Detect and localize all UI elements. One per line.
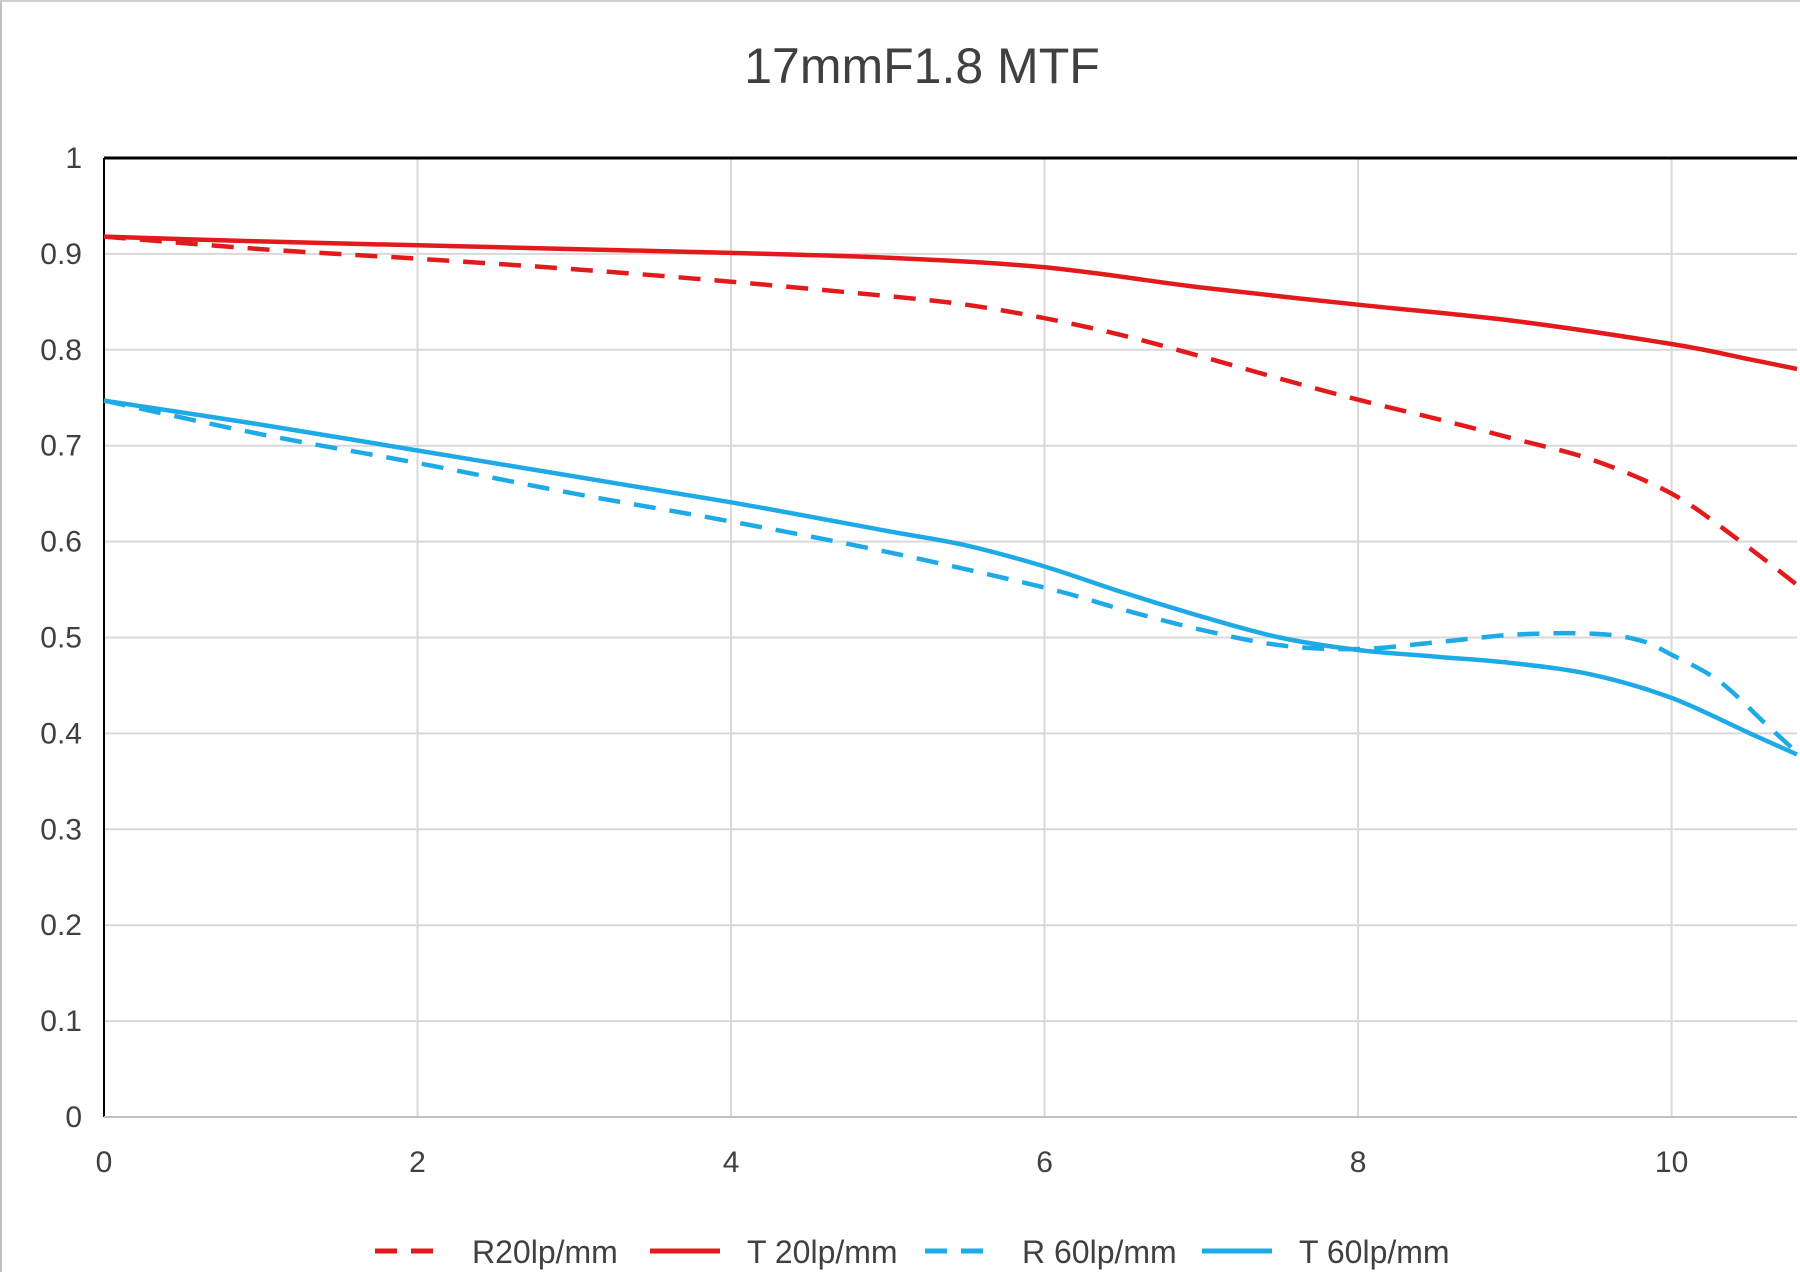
legend: R20lp/mm T 20lp/mm R 60lp/mm T 60lp/mm bbox=[375, 1234, 1450, 1270]
y-tick-label: 0.7 bbox=[40, 430, 82, 463]
y-tick-label: 0.4 bbox=[40, 717, 82, 750]
y-tick-label: 0.1 bbox=[40, 1005, 82, 1038]
y-tick-label: 0.2 bbox=[40, 909, 82, 942]
x-tick-label: 2 bbox=[409, 1146, 426, 1179]
x-tick-label: 4 bbox=[723, 1146, 740, 1179]
x-tick-label: 8 bbox=[1350, 1146, 1367, 1179]
series-line-2 bbox=[103, 398, 1799, 755]
series-lines bbox=[103, 234, 1799, 757]
y-tick-label: 0.9 bbox=[40, 238, 82, 271]
legend-label-1: T 20lp/mm bbox=[747, 1234, 898, 1270]
y-tick-label: 0.5 bbox=[40, 622, 82, 655]
y-tick-label: 0.8 bbox=[40, 334, 82, 367]
series-line-1 bbox=[103, 234, 1798, 372]
legend-label-2: R 60lp/mm bbox=[1022, 1234, 1177, 1270]
x-tick-label: 0 bbox=[96, 1146, 113, 1179]
x-tick-label: 6 bbox=[1036, 1146, 1053, 1179]
series-line-3 bbox=[103, 398, 1798, 757]
axes: 00.10.20.30.40.50.60.70.80.910 2 4 6 8 10 bbox=[40, 142, 1797, 1179]
y-tick-label: 0 bbox=[65, 1101, 82, 1134]
x-tick-label: 10 bbox=[1655, 1146, 1688, 1179]
series-line-0 bbox=[103, 234, 1799, 587]
y-tick-label: 1 bbox=[65, 142, 82, 175]
y-tick-label: 0.6 bbox=[40, 526, 82, 559]
chart-title: 17mmF1.8 MTF bbox=[744, 38, 1100, 94]
y-tick-label: 0.3 bbox=[40, 813, 82, 846]
legend-label-3: T 60lp/mm bbox=[1299, 1234, 1450, 1270]
legend-label-0: R20lp/mm bbox=[472, 1234, 618, 1270]
grid bbox=[104, 158, 1797, 1117]
